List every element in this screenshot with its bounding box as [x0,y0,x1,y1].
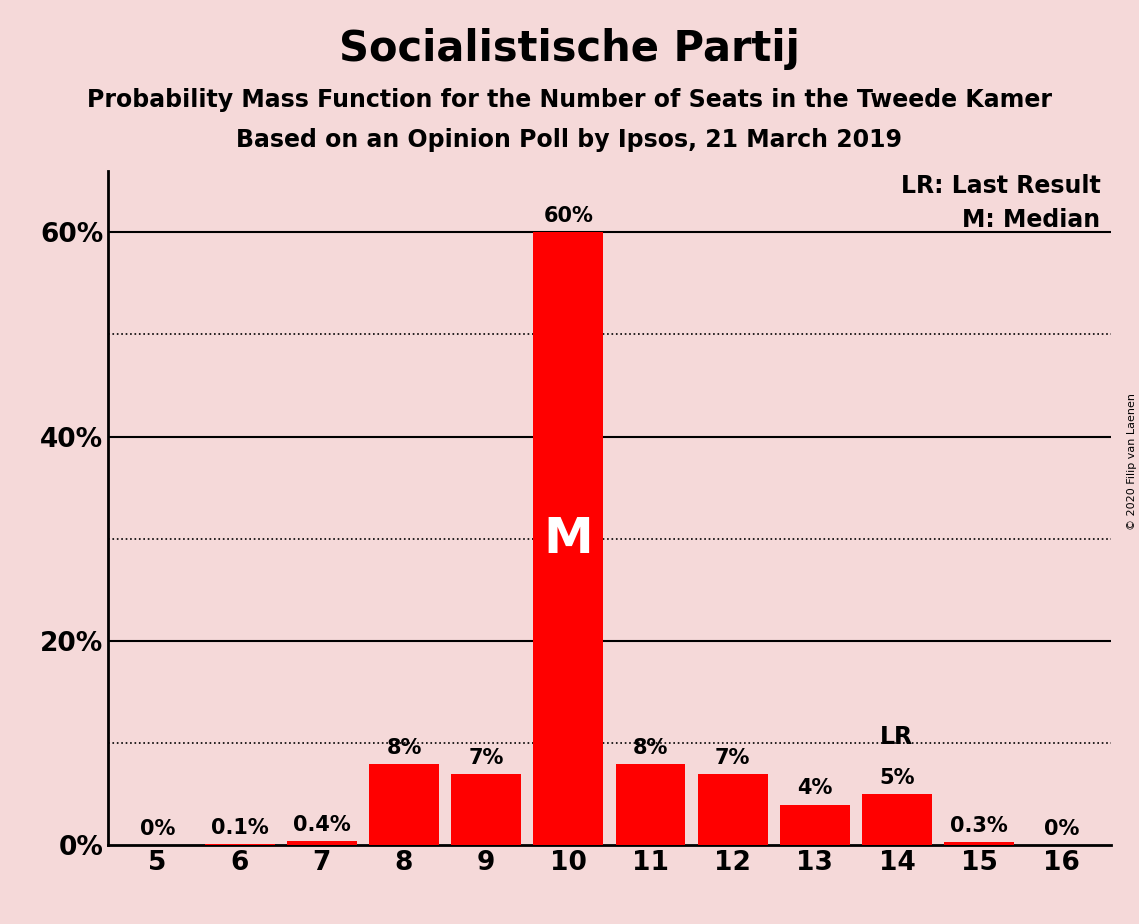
Bar [615,764,686,845]
Text: M: Median: M: Median [962,208,1100,232]
Text: 4%: 4% [797,778,833,798]
Text: 60%: 60% [543,206,593,226]
Text: 8%: 8% [386,737,421,758]
Text: Probability Mass Function for the Number of Seats in the Tweede Kamer: Probability Mass Function for the Number… [87,88,1052,112]
Text: 0.4%: 0.4% [293,815,351,835]
Text: © 2020 Filip van Laenen: © 2020 Filip van Laenen [1126,394,1137,530]
Text: M: M [543,515,593,563]
Text: Socialistische Partij: Socialistische Partij [339,28,800,69]
Text: 7%: 7% [715,748,751,768]
Bar [698,774,768,845]
Bar [862,795,932,845]
Text: LR: LR [880,725,913,749]
Bar [287,842,357,845]
Text: 5%: 5% [879,768,915,788]
Text: 0.1%: 0.1% [211,819,269,838]
Text: 8%: 8% [633,737,669,758]
Bar [780,805,850,845]
Text: 0%: 0% [140,820,175,839]
Text: LR: Last Result: LR: Last Result [901,175,1100,199]
Bar [944,843,1014,845]
Bar [369,764,439,845]
Bar [533,232,604,845]
Bar [451,774,521,845]
Text: 0%: 0% [1043,820,1079,839]
Text: 7%: 7% [468,748,503,768]
Text: Based on an Opinion Poll by Ipsos, 21 March 2019: Based on an Opinion Poll by Ipsos, 21 Ma… [237,128,902,152]
Text: 0.3%: 0.3% [950,816,1008,836]
